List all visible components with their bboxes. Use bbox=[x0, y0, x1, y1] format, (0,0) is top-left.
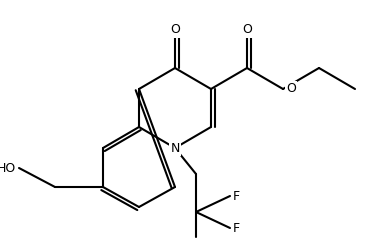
Text: O: O bbox=[286, 83, 296, 95]
Text: O: O bbox=[170, 23, 180, 36]
Text: N: N bbox=[170, 142, 180, 154]
Text: O: O bbox=[242, 23, 252, 36]
Text: F: F bbox=[233, 189, 240, 203]
Text: HO: HO bbox=[0, 162, 16, 174]
Text: F: F bbox=[233, 222, 240, 234]
